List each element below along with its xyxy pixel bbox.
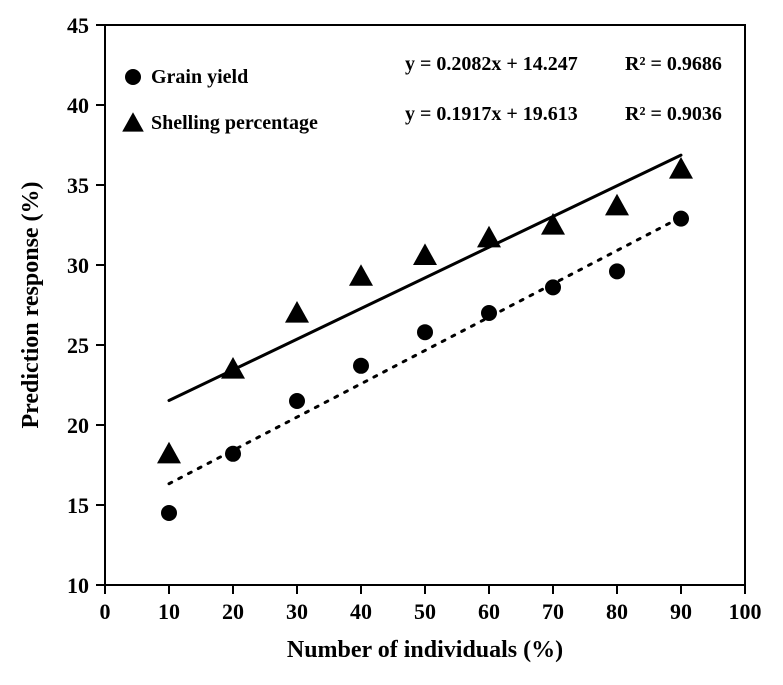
y-tick-label: 35 xyxy=(67,173,89,198)
svg-text:y = 0.2082x + 14.247: y = 0.2082x + 14.247 xyxy=(405,53,578,75)
x-tick-label: 90 xyxy=(670,599,692,624)
x-axis-label: Number of individuals (%) xyxy=(287,637,563,663)
legend-label-grain-yield: Grain yield xyxy=(151,66,248,88)
chart-svg: 0 10 20 30 40 50 60 70 80 90 100 10 15 20 25 30 35 40 45 Nu… xyxy=(0,0,783,685)
y-tick-label: 30 xyxy=(67,253,89,278)
x-tick-label: 20 xyxy=(222,599,244,624)
chart-container: 0 10 20 30 40 50 60 70 80 90 100 10 15 20 25 30 35 40 45 Nu… xyxy=(0,0,783,685)
x-tick-label: 30 xyxy=(286,599,308,624)
svg-text:R² = 0.9686: R² = 0.9686 xyxy=(625,53,722,75)
y-axis-label: Prediction response (%) xyxy=(18,181,44,428)
x-tick-label: 80 xyxy=(606,599,628,624)
y-tick-label: 20 xyxy=(67,413,89,438)
y-tick-label: 40 xyxy=(67,93,89,118)
x-tick-label: 40 xyxy=(350,599,372,624)
x-tick-label: 70 xyxy=(542,599,564,624)
x-tick-label: 60 xyxy=(478,599,500,624)
x-tick-label: 100 xyxy=(729,599,762,624)
x-tick-label: 0 xyxy=(100,599,111,624)
svg-text:y = 0.1917x + 19.613: y = 0.1917x + 19.613 xyxy=(405,103,578,125)
y-tick-label: 15 xyxy=(67,493,89,518)
y-tick-label: 45 xyxy=(67,13,89,38)
svg-text:R² = 0.9036: R² = 0.9036 xyxy=(625,103,722,125)
legend-label-shelling: Shelling percentage xyxy=(151,112,318,134)
equation-shelling: y = 0.1917x + 19.613 R² = 0.9036 xyxy=(405,103,722,125)
x-tick-label: 50 xyxy=(414,599,436,624)
y-tick-label: 25 xyxy=(67,333,89,358)
equation-grain-yield: y = 0.2082x + 14.247 R² = 0.9686 xyxy=(405,53,722,75)
x-tick-label: 10 xyxy=(158,599,180,624)
y-tick-label: 10 xyxy=(67,573,89,598)
